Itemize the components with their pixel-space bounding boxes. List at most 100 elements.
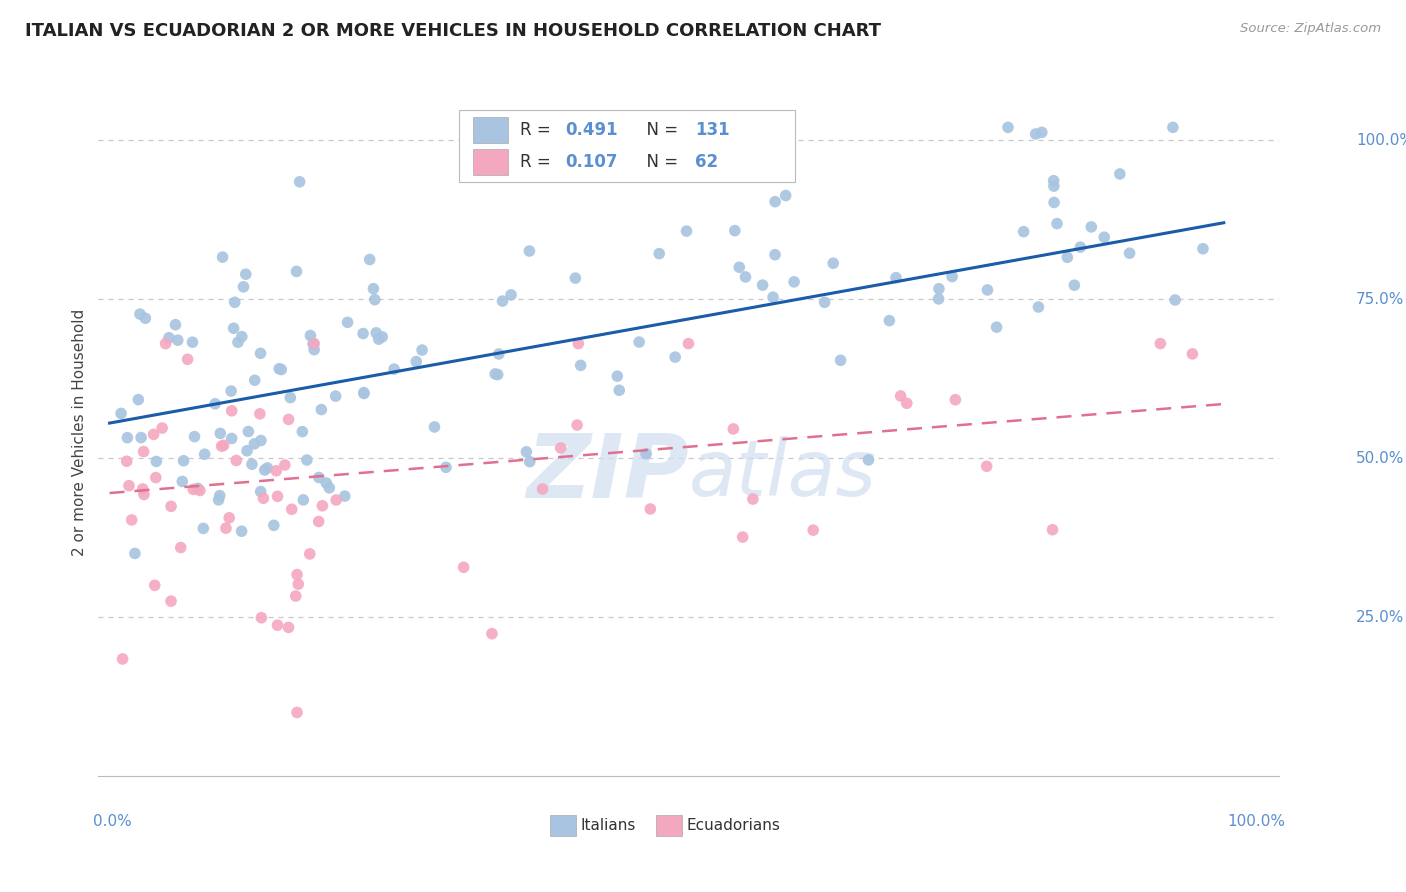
Point — [183, 429, 205, 443]
Point — [285, 706, 308, 720]
Point — [664, 350, 686, 364]
Point — [728, 260, 751, 275]
Point — [678, 336, 700, 351]
Point — [336, 315, 359, 329]
Point — [564, 271, 586, 285]
Point — [170, 541, 193, 555]
Point — [238, 425, 260, 439]
Point — [858, 453, 880, 467]
Point — [775, 188, 797, 202]
Point — [481, 626, 503, 640]
Point — [143, 578, 166, 592]
Point — [160, 594, 183, 608]
Point — [453, 560, 475, 574]
Point — [371, 330, 394, 344]
Point — [830, 353, 852, 368]
Text: N =: N = — [636, 153, 683, 170]
Point — [298, 547, 321, 561]
Point — [132, 487, 155, 501]
Point — [299, 328, 322, 343]
Point — [943, 392, 966, 407]
Point — [1149, 336, 1171, 351]
Point — [1069, 240, 1091, 254]
Point — [117, 431, 139, 445]
Point — [734, 269, 756, 284]
Point — [215, 521, 238, 535]
Point — [225, 453, 247, 467]
Point — [129, 431, 152, 445]
Point — [1056, 250, 1078, 264]
Point — [814, 295, 837, 310]
Point — [266, 489, 288, 503]
Point — [318, 481, 340, 495]
Point — [236, 443, 259, 458]
Point — [423, 420, 446, 434]
Point — [751, 278, 773, 293]
Point — [292, 492, 315, 507]
Point — [157, 331, 180, 345]
Point — [235, 267, 257, 281]
Point — [150, 421, 173, 435]
Text: N =: N = — [636, 121, 683, 139]
Point — [648, 246, 671, 260]
Text: Ecuadorians: Ecuadorians — [686, 818, 780, 833]
Point — [224, 295, 246, 310]
Point — [172, 475, 194, 489]
Point — [274, 458, 297, 472]
Point — [111, 652, 134, 666]
Point — [219, 384, 242, 398]
Point — [519, 244, 541, 258]
Point — [295, 453, 318, 467]
Point — [363, 282, 385, 296]
Point — [173, 454, 195, 468]
Point — [411, 343, 433, 357]
Point — [515, 445, 537, 459]
Point — [270, 362, 292, 376]
Point — [928, 282, 950, 296]
Point — [231, 329, 253, 343]
Point — [252, 491, 274, 506]
Point — [208, 489, 231, 503]
Point — [675, 224, 697, 238]
Text: 131: 131 — [695, 121, 730, 139]
Point — [308, 515, 330, 529]
Point — [986, 320, 1008, 334]
Point — [823, 256, 845, 270]
Point — [723, 422, 745, 436]
Point — [1043, 195, 1066, 210]
Point — [194, 447, 217, 461]
Text: 75.0%: 75.0% — [1357, 292, 1405, 307]
Point — [636, 447, 658, 461]
Point — [491, 294, 513, 309]
Point — [486, 368, 509, 382]
Point — [1192, 242, 1215, 256]
Y-axis label: 2 or more Vehicles in Household: 2 or more Vehicles in Household — [72, 309, 87, 557]
Text: Italians: Italians — [581, 818, 636, 833]
Point — [209, 426, 232, 441]
Point — [250, 434, 273, 448]
Point — [311, 499, 333, 513]
Point — [311, 402, 333, 417]
Point — [131, 482, 153, 496]
Point — [1042, 523, 1064, 537]
Text: R =: R = — [520, 121, 555, 139]
Point — [176, 352, 198, 367]
Point — [763, 248, 786, 262]
Point — [1042, 174, 1064, 188]
Point — [129, 307, 152, 321]
Point — [762, 290, 785, 304]
Point — [160, 500, 183, 514]
Point — [127, 392, 149, 407]
Point — [567, 336, 589, 351]
Text: atlas: atlas — [689, 436, 877, 512]
Point — [1092, 230, 1115, 244]
Point — [288, 175, 311, 189]
Point — [325, 493, 347, 508]
Point — [291, 425, 314, 439]
Text: 0.491: 0.491 — [565, 121, 617, 139]
Point — [226, 335, 249, 350]
Point — [565, 418, 588, 433]
Text: ZIP: ZIP — [526, 430, 689, 517]
Point — [249, 407, 271, 421]
Point — [519, 455, 541, 469]
